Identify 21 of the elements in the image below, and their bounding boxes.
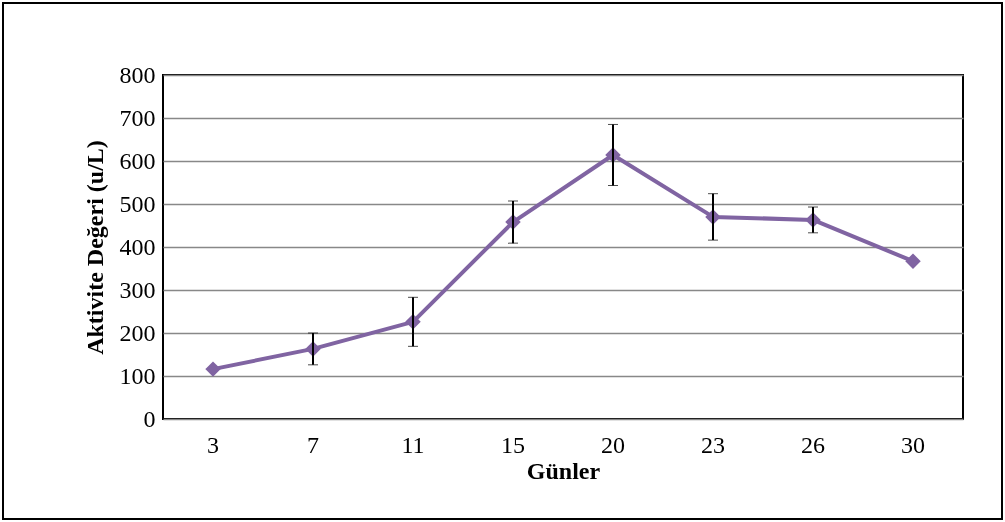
y-tick-label: 400 bbox=[119, 233, 156, 260]
y-tick-label: 700 bbox=[119, 104, 156, 131]
y-tick-label: 200 bbox=[119, 319, 156, 346]
point bbox=[905, 253, 921, 269]
x-tick-label: 26 bbox=[801, 431, 825, 458]
x-tick-label: 3 bbox=[207, 431, 219, 458]
y-tick-label: 300 bbox=[119, 276, 156, 303]
x-axis-title: Günler bbox=[526, 457, 601, 484]
x-tick-label: 30 bbox=[901, 431, 925, 458]
y-tick-label: 800 bbox=[119, 61, 156, 88]
x-tick-label: 15 bbox=[501, 431, 525, 458]
point bbox=[205, 361, 221, 377]
y-tick-label: 0 bbox=[143, 405, 156, 432]
x-tick-label: 23 bbox=[701, 431, 725, 458]
x-tick-label: 20 bbox=[601, 431, 625, 458]
y-axis-title: Aktivite Değeri (u/L) bbox=[81, 140, 108, 355]
x-tick-label: 11 bbox=[401, 431, 425, 458]
y-tick-label: 600 bbox=[119, 147, 156, 174]
y-tick-label: 500 bbox=[119, 190, 156, 217]
y-tick-label: 100 bbox=[119, 362, 156, 389]
x-tick-label: 7 bbox=[307, 431, 319, 458]
